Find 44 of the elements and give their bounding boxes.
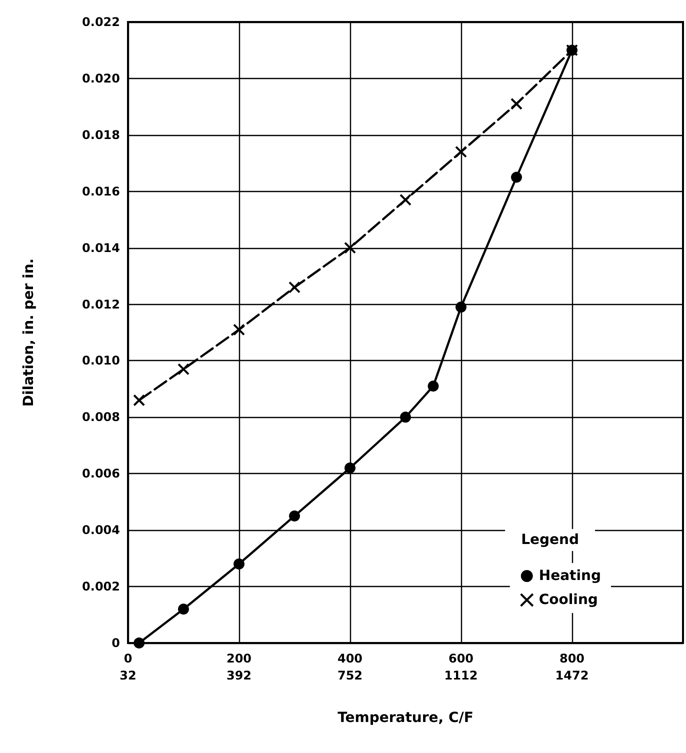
y-tick-label: 0.006 [82,466,120,481]
point [134,638,145,648]
y-tick-label: 0.018 [82,128,120,142]
y-tick-label: 0.002 [82,580,120,594]
x2-tick-label: 1112 [444,668,478,682]
x-tick-label: 400 [337,652,363,666]
y-tick-label: 0.020 [82,71,120,86]
point [288,281,300,294]
x-tick-label: 200 [226,652,252,666]
point [133,394,146,406]
point [289,510,300,522]
point [510,98,522,110]
y-tick-label: 0.016 [82,184,120,198]
y-axis-title: Dilation, in. per in. [21,258,37,407]
point [511,172,522,183]
point [428,380,439,392]
point [234,558,244,570]
point [178,363,190,376]
point [344,242,356,254]
legend-label: Cooling [538,592,598,608]
x2-tick-label: 32 [120,668,136,682]
y-tick-label: 0.022 [82,15,120,29]
x2-tick-label: 392 [226,668,252,682]
x-tick-label: 800 [559,652,585,666]
y-tick-label: 0.014 [82,240,120,255]
y-tick-label: 0 [112,636,120,650]
x2-tick-label: 1472 [555,668,589,682]
legend-title: Legend [521,532,579,548]
point [400,194,412,206]
point [233,324,245,336]
point [344,462,356,474]
y-tick-label: 0.004 [82,523,120,538]
legend-label: Heating [538,568,601,584]
y-tick-label: 0.012 [82,297,120,312]
x-tick-label: 0 [124,652,132,666]
point [455,146,467,158]
point [400,412,411,423]
x-axis-title: Temperature, C/F [338,710,474,726]
x-tick-label: 600 [448,652,474,666]
point [456,302,466,313]
y-tick-label: 0.008 [82,410,120,424]
y-tick-label: 0.010 [82,354,120,368]
x2-tick-label: 752 [337,668,363,682]
point [178,604,189,615]
